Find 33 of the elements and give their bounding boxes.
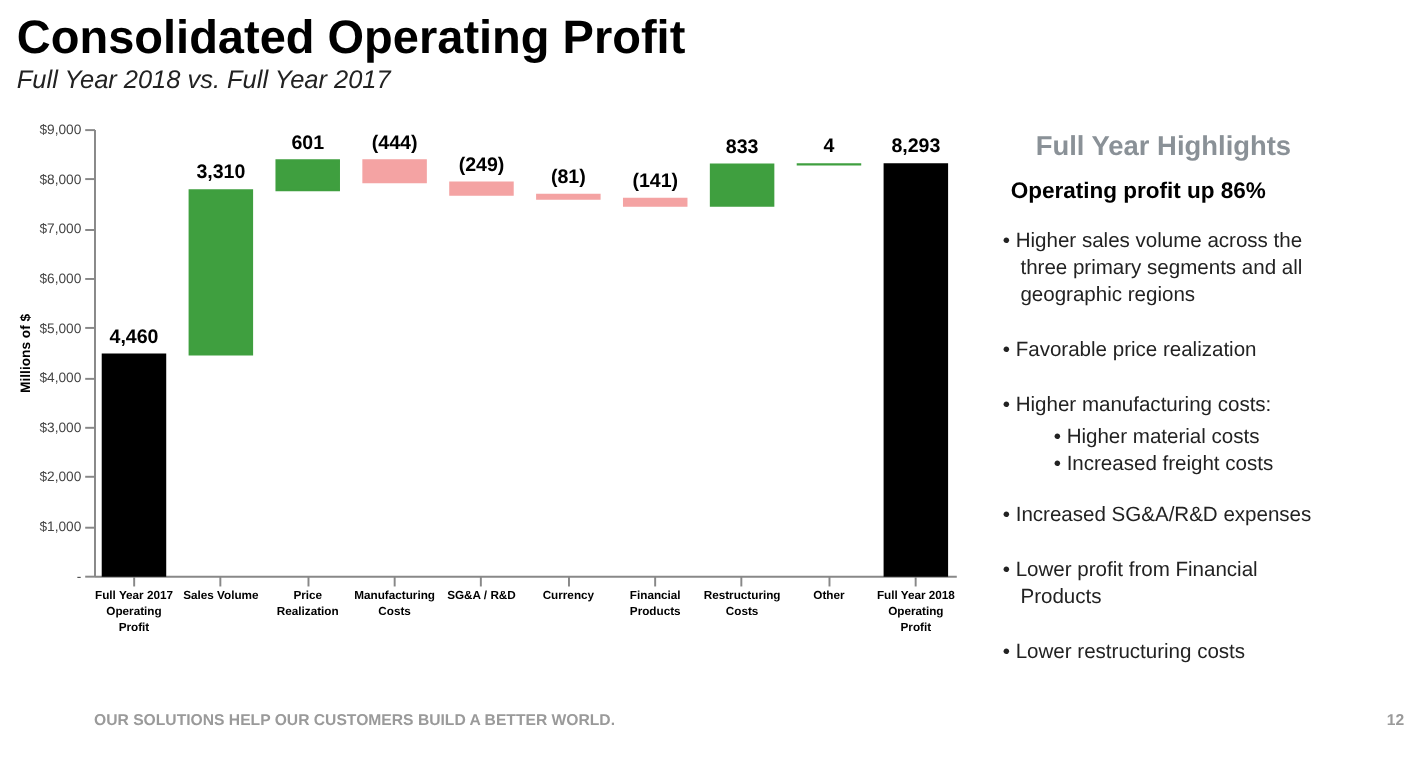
data-label: (141) <box>632 170 679 193</box>
data-label: 833 <box>725 136 760 159</box>
data-label: 4,460 <box>109 326 160 349</box>
text: OUR SOLUTIONS HELP OUR CUSTOMERS BUILD A BETTER WORLD. <box>94 710 616 729</box>
text: Operating profit up 86% <box>1010 179 1266 204</box>
data-label: 4 <box>823 136 836 159</box>
chart-title: Consolidated Operating Profit <box>16 10 686 63</box>
data-label: 601 <box>291 132 326 155</box>
data-label: 8,293 <box>891 136 942 159</box>
data-label: (81) <box>550 166 586 189</box>
bar <box>622 197 688 207</box>
text: • Favorable price realization <box>1002 340 1258 363</box>
bar <box>101 353 167 577</box>
text: • Increased freight costs <box>1053 453 1274 476</box>
text: • Higher manufacturing costs: <box>1002 395 1272 418</box>
data-label: (444) <box>371 132 418 155</box>
text: • Lower profit from Financial Products <box>1002 559 1258 610</box>
chart-subtitle: Full Year 2018 vs. Full Year 2017 <box>16 64 393 94</box>
bar <box>883 163 949 577</box>
data-label: (249) <box>458 154 505 177</box>
data-label: 3,310 <box>196 162 247 185</box>
text: • Higher material costs <box>1053 426 1260 449</box>
bar <box>275 159 340 192</box>
bar <box>449 181 514 196</box>
text: 12 <box>1386 710 1406 729</box>
bar <box>709 163 775 207</box>
text: Full Year Highlights <box>1035 130 1292 161</box>
text: • Increased SG&A/R&D expenses <box>1002 504 1312 527</box>
bar <box>188 189 254 356</box>
text: • Higher sales volume across the three primary segments and all geographic regions <box>1002 230 1303 308</box>
bar <box>362 159 427 184</box>
bar <box>536 193 601 200</box>
text: • Lower restructuring costs <box>1002 641 1246 664</box>
